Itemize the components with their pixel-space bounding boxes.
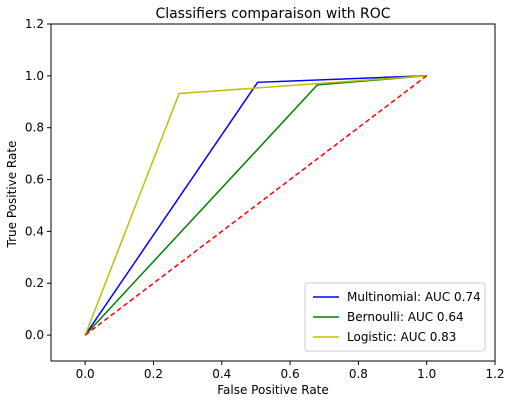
y-tick-label: 0.2 [25, 276, 44, 290]
y-tick-label: 0.8 [25, 121, 44, 135]
legend: Multinomial: AUC 0.74 Bernoulli: AUC 0.64… [304, 282, 486, 352]
x-axis-label: False Positive Rate [217, 383, 329, 397]
x-tick-label: 1.0 [417, 367, 436, 381]
legend-box [304, 282, 486, 352]
y-tick-label: 1.0 [25, 69, 44, 83]
x-tick-label: 0.0 [76, 367, 95, 381]
x-tick-label: 0.6 [281, 367, 300, 381]
series-line-2 [84, 75, 427, 336]
y-tick-label: 0.6 [25, 173, 44, 187]
y-axis-label: True Positive Rate [5, 141, 19, 249]
legend-label: Logistic: AUC 0.83 [347, 330, 456, 344]
y-tick-label: 0.4 [25, 224, 44, 238]
axis-ticks: 0.0 0.2 0.4 0.6 0.8 1.0 1.2 0.0 0.2 0.4 0.6 0.8 1.0 1… [25, 17, 505, 381]
legend-label: Multinomial: AUC 0.74 [347, 290, 481, 304]
y-tick-label: 1.2 [25, 17, 44, 31]
x-tick-label: 1.2 [485, 367, 504, 381]
y-tick-label: 0.0 [25, 328, 44, 342]
plot-frame [50, 23, 496, 362]
plot-area [84, 75, 428, 336]
series-line-0 [84, 75, 427, 336]
x-tick-label: 0.8 [349, 367, 368, 381]
x-tick-label: 0.2 [144, 367, 163, 381]
x-tick-label: 0.4 [212, 367, 231, 381]
legend-label: Bernoulli: AUC 0.64 [347, 310, 464, 324]
chart-title: Classifiers comparaison with ROC [155, 6, 390, 22]
